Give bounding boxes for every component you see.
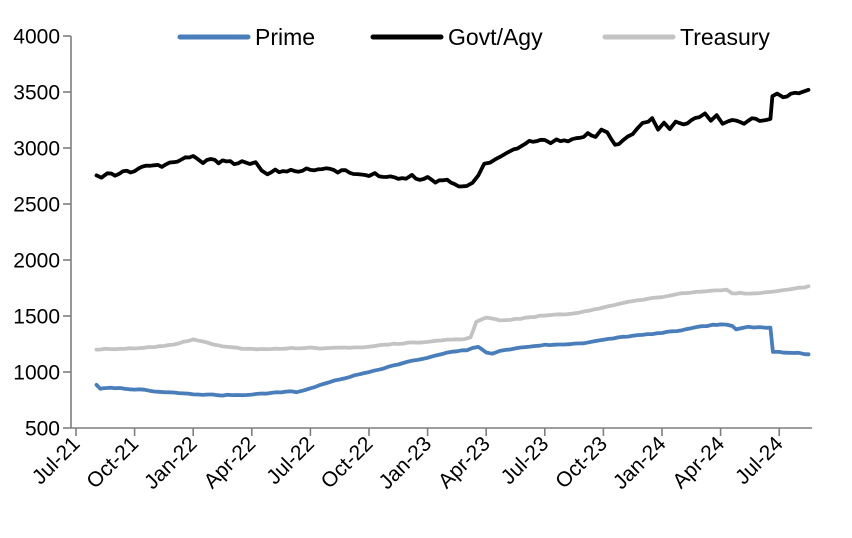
series-line-treasury xyxy=(94,284,811,352)
x-tick-label-oct-22: Oct-22 xyxy=(317,432,378,493)
y-tick-label-1500: 1500 xyxy=(13,306,60,329)
legend-item-treasury: Treasury xyxy=(602,24,770,50)
series-line-govt-agy xyxy=(94,87,811,189)
legend: Prime Govt/Agy Treasury xyxy=(177,24,770,50)
x-tick-label-oct-21: Oct-21 xyxy=(82,432,143,493)
x-tick-label-oct-23: Oct-23 xyxy=(551,432,612,493)
axes: 4000350030002500200015001000500Jul-21Oct… xyxy=(13,26,812,494)
y-tick-label-4000: 4000 xyxy=(13,26,60,49)
x-tick-label-jul-24: Jul-24 xyxy=(731,432,788,489)
y-tick-label-3000: 3000 xyxy=(13,138,60,161)
y-tick-label-1000: 1000 xyxy=(13,362,60,385)
x-tick-label-jan-22: Jan-22 xyxy=(140,432,202,494)
legend-label-treasury: Treasury xyxy=(680,24,770,50)
y-tick-label-2500: 2500 xyxy=(13,194,60,217)
legend-item-govt-agy: Govt/Agy xyxy=(370,24,543,50)
x-tick-label-jul-22: Jul-22 xyxy=(262,432,319,489)
x-tick-label-jul-23: Jul-23 xyxy=(497,432,554,489)
x-tick-label-jan-24: Jan-24 xyxy=(609,432,671,494)
legend-label-prime: Prime xyxy=(255,24,315,50)
x-tick-label-apr-24: Apr-24 xyxy=(668,432,729,493)
legend-label-govt-agy: Govt/Agy xyxy=(448,24,543,50)
series-line-prime xyxy=(94,322,811,398)
y-tick-label-3500: 3500 xyxy=(13,82,60,105)
x-tick-label-jul-21: Jul-21 xyxy=(28,432,85,489)
y-tick-label-500: 500 xyxy=(25,418,60,441)
x-tick-label-jan-23: Jan-23 xyxy=(374,432,436,494)
y-tick-label-2000: 2000 xyxy=(13,250,60,273)
legend-item-prime: Prime xyxy=(177,24,315,50)
x-tick-label-apr-22: Apr-22 xyxy=(200,432,261,493)
x-tick-label-apr-23: Apr-23 xyxy=(434,432,495,493)
